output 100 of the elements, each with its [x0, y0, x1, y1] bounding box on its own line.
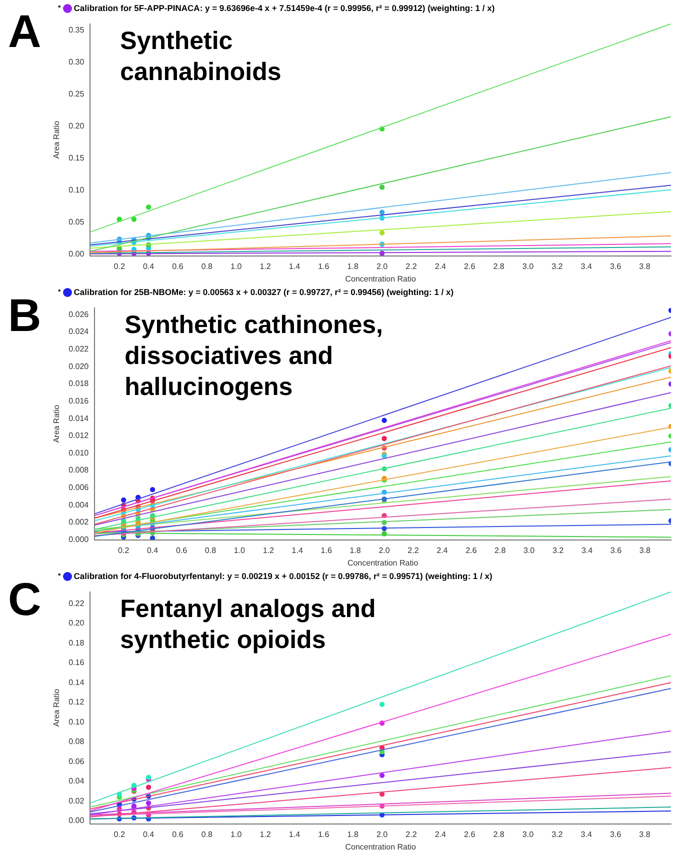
- x-tick-label: 0.6: [172, 262, 184, 271]
- text: C: [8, 573, 42, 625]
- y-tick-label: 0.00: [68, 250, 85, 259]
- x-tick-label: 0.2: [118, 546, 130, 555]
- y-tick-label: 0.25: [68, 90, 85, 98]
- y-tick-label: 0.024: [68, 327, 90, 336]
- x-tick-label: 2.0: [376, 830, 388, 839]
- x-tick-label: 0.8: [204, 546, 217, 555]
- y-tick-label: 0.04: [68, 776, 85, 786]
- x-tick-label: 1.0: [230, 262, 242, 271]
- text: B: [8, 289, 42, 341]
- x-tick-label: 2.2: [406, 262, 418, 271]
- x-tick-label: 2.0: [378, 546, 390, 555]
- y-tick-label: 0.008: [68, 466, 90, 475]
- y-tick-label: 0.006: [68, 483, 90, 492]
- y-tick-label: 0.022: [68, 344, 90, 354]
- x-tick-label: 3.2: [552, 262, 564, 271]
- y-tick-label: 0.18: [68, 638, 85, 648]
- annotation: Synthetic cannabinoids: [120, 26, 282, 88]
- x-tick-label: 2.4: [434, 830, 447, 839]
- y-tick-label: 0.20: [68, 122, 85, 131]
- y-axis-title: Area Ratio: [52, 120, 62, 159]
- y-axis-title: Area Ratio: [52, 688, 62, 727]
- x-tick-label: 0.4: [146, 546, 159, 555]
- x-axis-title: Concentration Ratio: [345, 842, 416, 852]
- y-tick-label: 0.002: [68, 518, 90, 527]
- y-tick-label: 0.004: [68, 500, 90, 510]
- x-tick-label: 1.0: [234, 546, 246, 555]
- x-tick-label: 1.4: [292, 546, 304, 555]
- x-tick-label: 1.6: [318, 830, 330, 839]
- x-tick-label: 1.2: [260, 262, 272, 271]
- x-tick-label: 3.0: [524, 546, 536, 555]
- y-tick-label: 0.14: [68, 678, 85, 687]
- x-tick-label: 0.2: [114, 262, 126, 271]
- x-tick-label: 1.8: [347, 830, 359, 839]
- x-tick-label: 2.4: [434, 262, 447, 271]
- x-tick-label: 1.8: [350, 546, 362, 555]
- y-tick-label: 0.010: [68, 448, 90, 458]
- x-tick-label: 1.6: [320, 546, 332, 555]
- x-tick-label: 2.4: [436, 546, 448, 555]
- y-tick-label: 0.026: [68, 310, 90, 319]
- x-tick-label: 2.8: [493, 830, 505, 839]
- chart-title: Calibration for 5F-APP-PINACA: y = 9.63696e-4 x + 7.51459e-4 (r = 0.99956, r² = 0.99912) (weighting: 1 / x): [74, 3, 495, 13]
- x-tick-label: 0.4: [142, 262, 155, 271]
- x-tick-label: 0.4: [142, 830, 155, 839]
- x-tick-label: 2.8: [494, 546, 506, 555]
- x-tick-label: 3.6: [610, 262, 622, 271]
- y-tick-label: 0.014: [68, 414, 90, 423]
- x-tick-label: 0.8: [201, 830, 214, 839]
- y-tick-label: 0.016: [68, 396, 90, 406]
- y-tick-label: 0.12: [68, 698, 85, 707]
- x-tick-label: 3.6: [610, 546, 622, 555]
- x-axis-title: Concentration Ratio: [347, 558, 419, 568]
- x-tick-label: 3.4: [580, 830, 592, 839]
- y-tick-label: 0.20: [68, 618, 85, 628]
- x-tick-label: 2.0: [376, 262, 388, 271]
- x-tick-label: 0.8: [201, 262, 214, 271]
- x-tick-label: 2.2: [406, 830, 418, 839]
- x-tick-label: 3.2: [552, 830, 564, 839]
- x-tick-label: 3.4: [580, 262, 592, 271]
- y-tick-label: 0.15: [68, 154, 85, 163]
- y-tick-label: 0.012: [68, 431, 90, 440]
- x-tick-label: 3.2: [552, 546, 564, 555]
- y-tick-label: 0.018: [68, 379, 90, 388]
- y-axis-title: Area Ratio: [52, 404, 62, 443]
- y-tick-label: 0.020: [68, 362, 90, 371]
- x-tick-label: 2.6: [464, 262, 476, 271]
- x-tick-label: 3.8: [639, 262, 651, 271]
- x-tick-label: 1.4: [288, 830, 301, 839]
- chart-title: Calibration for 25B-NBOMe: y = 0.00563 x + 0.00327 (r = 0.99727, r² = 0.99456) (weighting: 1 / x): [74, 287, 454, 297]
- y-tick-label: 0.05: [68, 218, 85, 227]
- annotation: Fentanyl analogs and synthetic opioids: [120, 594, 377, 656]
- y-tick-label: 0.22: [68, 598, 85, 608]
- y-tick-label: 0.02: [68, 796, 85, 806]
- y-tick-label: 0.10: [68, 186, 85, 195]
- y-tick-label: 0.08: [68, 737, 85, 746]
- annotation: Synthetic cathinones, dissociatives and hallucinogens: [124, 310, 384, 404]
- x-tick-label: 2.6: [464, 830, 476, 839]
- x-tick-label: 1.2: [262, 546, 275, 555]
- x-tick-label: 1.6: [318, 262, 330, 271]
- x-tick-label: 1.0: [230, 830, 242, 839]
- x-tick-label: 1.2: [260, 830, 272, 839]
- y-tick-label: 0.30: [68, 57, 85, 66]
- x-tick-label: 2.6: [466, 546, 478, 555]
- text: A: [8, 5, 42, 57]
- x-tick-label: 1.4: [288, 262, 301, 271]
- x-tick-label: 3.8: [639, 546, 652, 555]
- x-axis-title: Concentration Ratio: [345, 274, 416, 284]
- y-tick-label: 0.16: [68, 658, 85, 668]
- x-tick-label: 0.6: [172, 830, 184, 839]
- x-tick-label: 3.0: [522, 830, 534, 839]
- x-tick-label: 1.8: [347, 262, 359, 271]
- y-tick-label: 0.000: [68, 535, 90, 544]
- x-tick-label: 2.2: [408, 546, 420, 555]
- y-tick-label: 0.00: [68, 816, 85, 826]
- x-tick-label: 0.2: [114, 830, 126, 839]
- x-tick-label: 0.6: [176, 546, 188, 555]
- x-tick-label: 2.8: [493, 262, 505, 271]
- x-tick-label: 3.0: [522, 262, 534, 271]
- y-tick-label: 0.35: [68, 25, 85, 34]
